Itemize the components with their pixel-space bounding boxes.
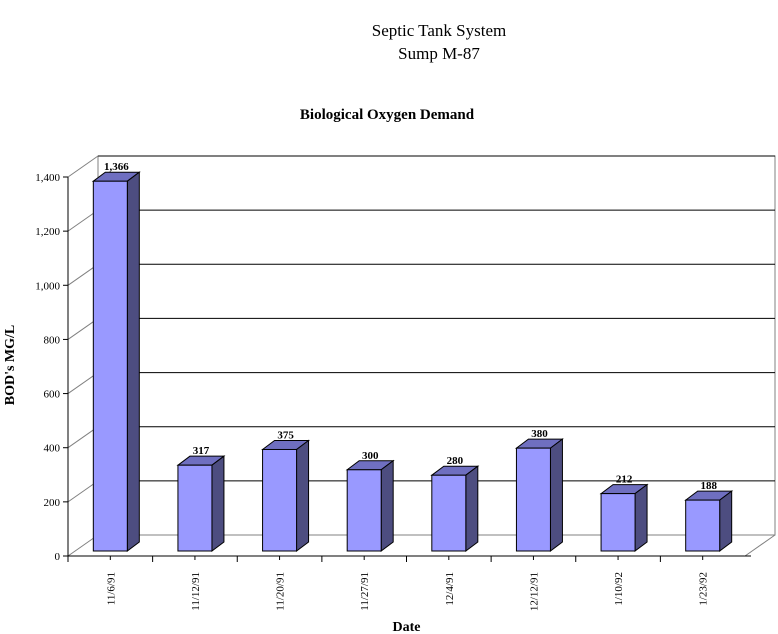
chart-subtitle: Sump M-87	[398, 44, 480, 63]
y-tick-label: 1,000	[35, 280, 60, 292]
bar	[346, 469, 382, 552]
bar	[600, 493, 636, 552]
bar-side	[465, 465, 479, 552]
data-label: 317	[193, 445, 210, 457]
chart-title: Septic Tank System	[371, 21, 507, 40]
bar-side	[634, 483, 648, 552]
bar-side	[380, 459, 394, 552]
x-tick-label: 11/12/91	[190, 572, 202, 611]
x-tick-label: 1/10/92	[613, 572, 625, 606]
data-label: 280	[447, 455, 464, 467]
bar	[685, 499, 721, 552]
bar	[262, 448, 298, 552]
bar-side	[211, 455, 225, 552]
data-label: 300	[362, 450, 379, 462]
x-axis-title: Date	[393, 620, 421, 634]
gridline-side	[67, 155, 99, 178]
floor-edge	[744, 534, 776, 557]
bar	[177, 464, 213, 552]
y-tick-label: 400	[44, 443, 61, 455]
y-axis-title: BOD's MG/L	[3, 325, 18, 406]
x-tick-label: 12/12/91	[528, 572, 540, 611]
data-label: 380	[531, 428, 548, 440]
x-tick-label: 11/27/91	[359, 572, 371, 611]
y-tick-label: 1,200	[35, 226, 60, 238]
x-tick-label: 12/4/91	[444, 572, 456, 606]
x-tick-label: 11/20/91	[275, 572, 287, 611]
data-label: 212	[616, 474, 633, 486]
bar	[515, 447, 551, 552]
y-tick-label: 1,400	[35, 172, 60, 184]
y-tick-label: 200	[44, 497, 61, 509]
y-tick-label: 600	[44, 389, 61, 401]
bar	[92, 180, 128, 552]
chart-plot-title: Biological Oxygen Demand	[299, 107, 475, 123]
bar-side	[549, 438, 563, 552]
data-label: 1,366	[104, 161, 129, 173]
y-tick-label: 0	[55, 551, 61, 563]
data-label: 188	[700, 480, 717, 492]
data-label: 375	[277, 429, 294, 441]
bar-side	[126, 171, 140, 552]
bar	[431, 474, 467, 552]
y-tick-label: 800	[44, 334, 61, 346]
x-tick-label: 1/23/92	[698, 572, 710, 606]
bar-side	[296, 439, 310, 552]
x-tick-label: 11/6/91	[105, 572, 117, 605]
bar-side	[719, 490, 733, 552]
